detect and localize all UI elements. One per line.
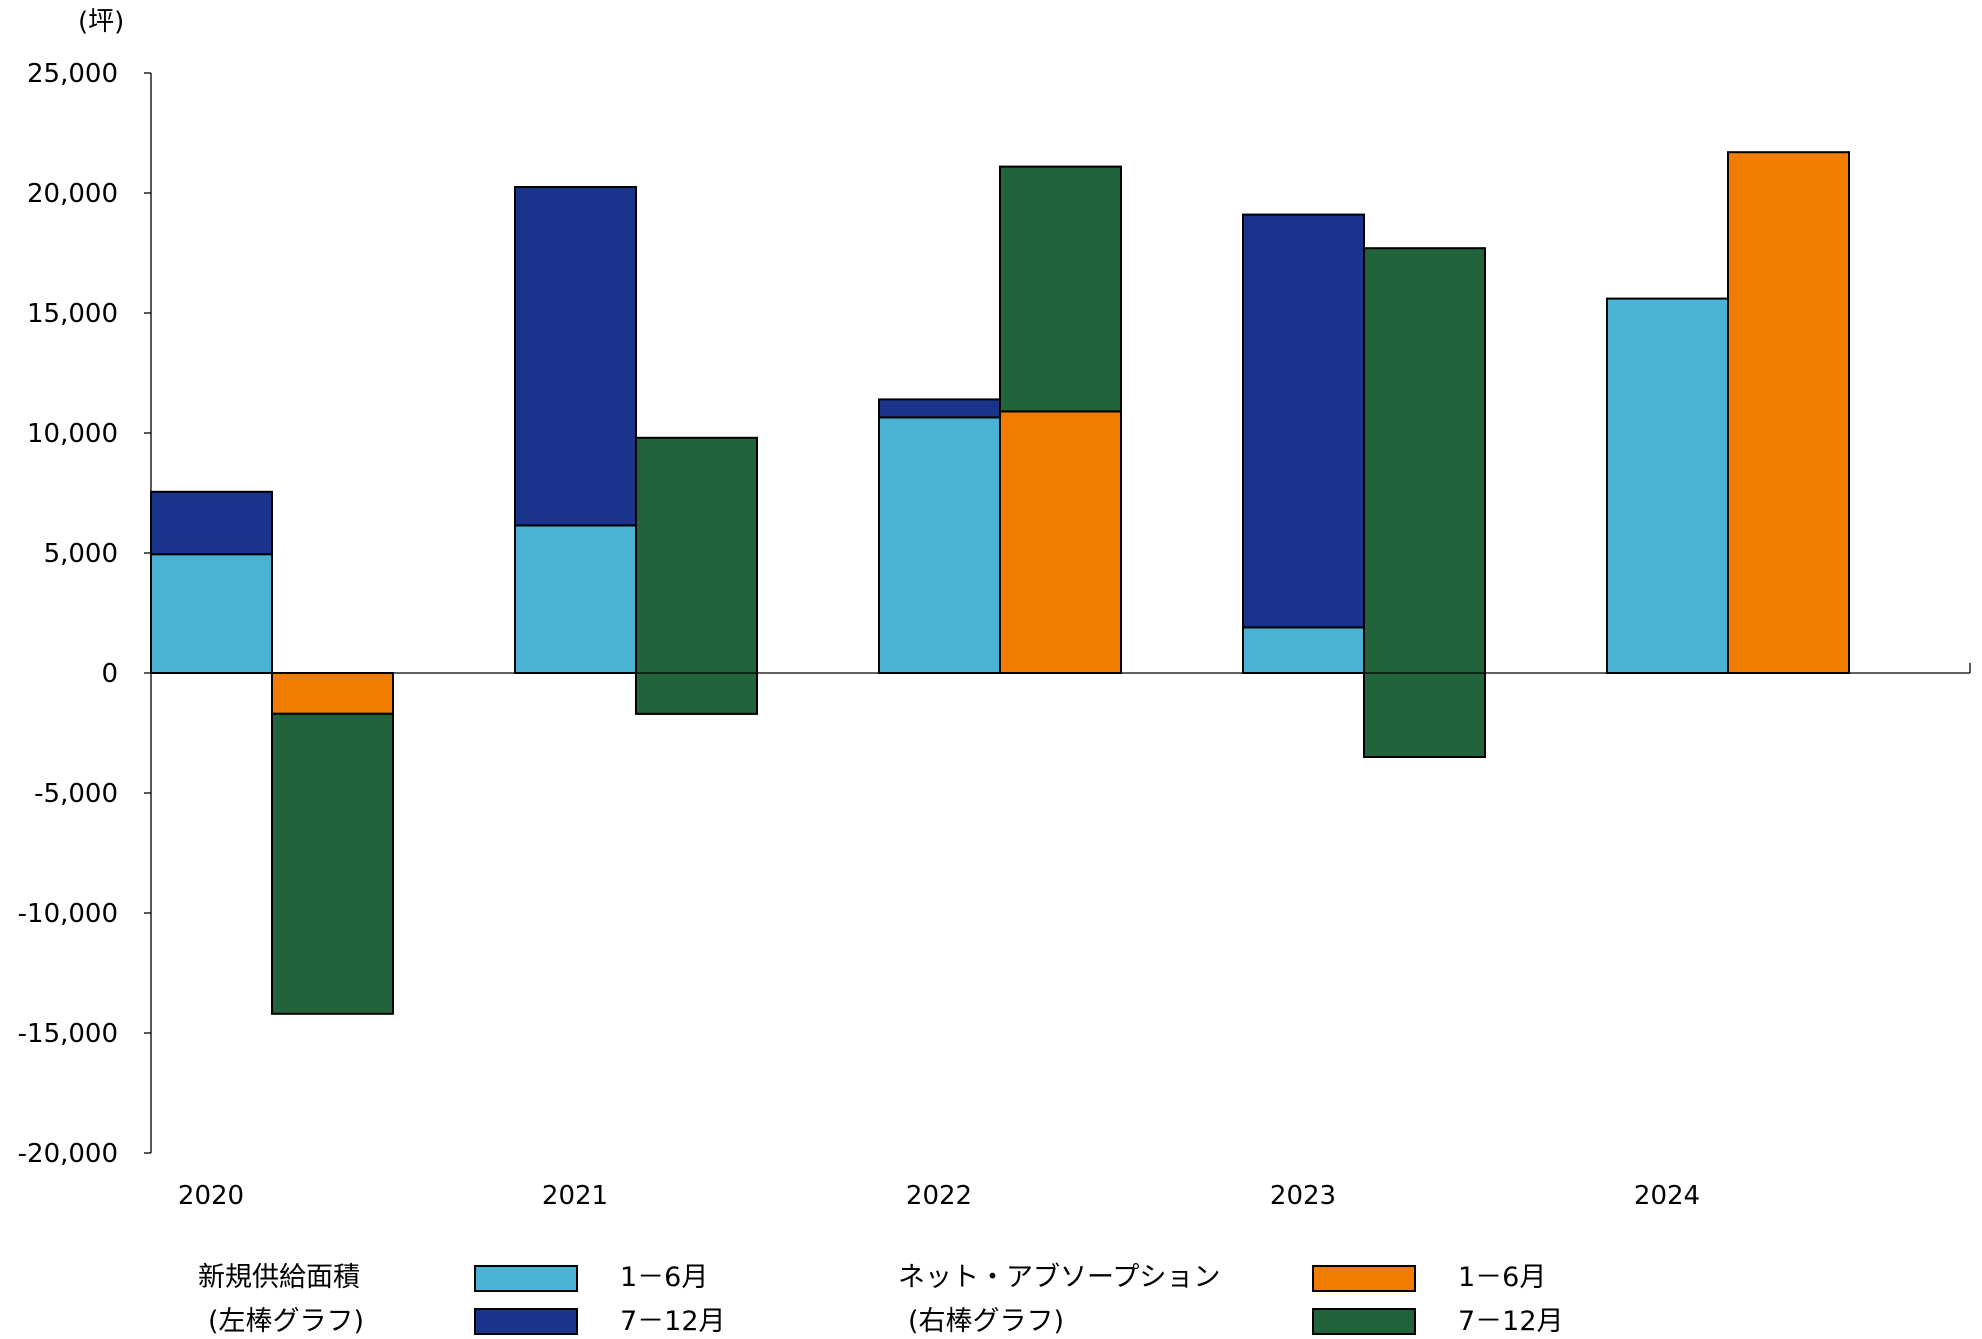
bar-absorption-h1-2020: [271, 672, 394, 715]
y-tick-label: 20,000: [27, 179, 118, 209]
bar-supply-h1-2022: [878, 416, 1001, 674]
legend: 新規供給面積 (左棒グラフ) 1－6月 7－12月 ネット・アブソープション (…: [0, 1250, 1982, 1337]
legend-swatch-absorption-h2: [1312, 1308, 1416, 1335]
legend-group-1-note: (左棒グラフ): [208, 1306, 365, 1337]
x-tick-label: 2024: [1634, 1181, 1700, 1211]
legend-group-2-title: ネット・アブソープション: [898, 1262, 1221, 1293]
y-tick-label: -10,000: [18, 899, 118, 929]
y-tick-label: -15,000: [18, 1019, 118, 1049]
bar-supply-h1-2023: [1242, 626, 1365, 675]
tick-labels: 25,000 20,000 15,000 10,000 5,000 0 -5,000 -10,…: [18, 59, 1700, 1211]
bar-supply-h1-2024: [1606, 297, 1729, 674]
bar-absorption-h2-2022: [999, 165, 1122, 413]
legend-group-2-note: (右棒グラフ): [908, 1306, 1065, 1337]
y-tick-label: -20,000: [18, 1139, 118, 1169]
bar-supply-h2-2023: [1242, 213, 1365, 629]
y-tick-label: 10,000: [27, 419, 118, 449]
bars: [150, 151, 1971, 1015]
legend-swatch-supply-h1: [474, 1265, 578, 1292]
bar-supply-h1-2020: [150, 553, 273, 675]
y-tick-label: 0: [101, 659, 118, 689]
y-tick-label: -5,000: [34, 779, 118, 809]
bar-absorption-h1-2022: [999, 410, 1122, 674]
x-tick-label: 2021: [542, 1181, 608, 1211]
x-tick-label: 2022: [906, 1181, 972, 1211]
y-tick-label: 5,000: [44, 539, 118, 569]
y-tick-label: 25,000: [27, 59, 118, 89]
bar-absorption-h1-2024: [1727, 151, 1850, 674]
bar-absorption-h2-2020: [271, 712, 394, 1015]
y-tick-label: 15,000: [27, 299, 118, 329]
bar-supply-h2-2021: [514, 186, 637, 527]
bar-supply-h1-2021: [514, 524, 637, 675]
x-tick-label: 2023: [1270, 1181, 1336, 1211]
legend-swatch-absorption-h1: [1312, 1265, 1416, 1292]
legend-swatch-supply-h2: [474, 1308, 578, 1335]
x-tick-label: 2020: [178, 1181, 244, 1211]
bar-supply-h2-2022: [878, 398, 1001, 419]
legend-group-1-title: 新規供給面積: [198, 1262, 360, 1293]
legend-label-supply-h1: 1－6月: [620, 1262, 709, 1293]
bar-supply-h2-2020: [150, 490, 273, 556]
axes: [144, 72, 152, 1154]
bar-absorption-h2-2021: [635, 436, 758, 715]
legend-label-absorption-h1: 1－6月: [1458, 1262, 1547, 1293]
legend-label-absorption-h2: 7－12月: [1458, 1306, 1564, 1337]
legend-label-supply-h2: 7－12月: [620, 1306, 726, 1337]
bar-absorption-h2-2023: [1363, 247, 1486, 758]
y-axis-unit-label: (坪): [78, 7, 124, 37]
